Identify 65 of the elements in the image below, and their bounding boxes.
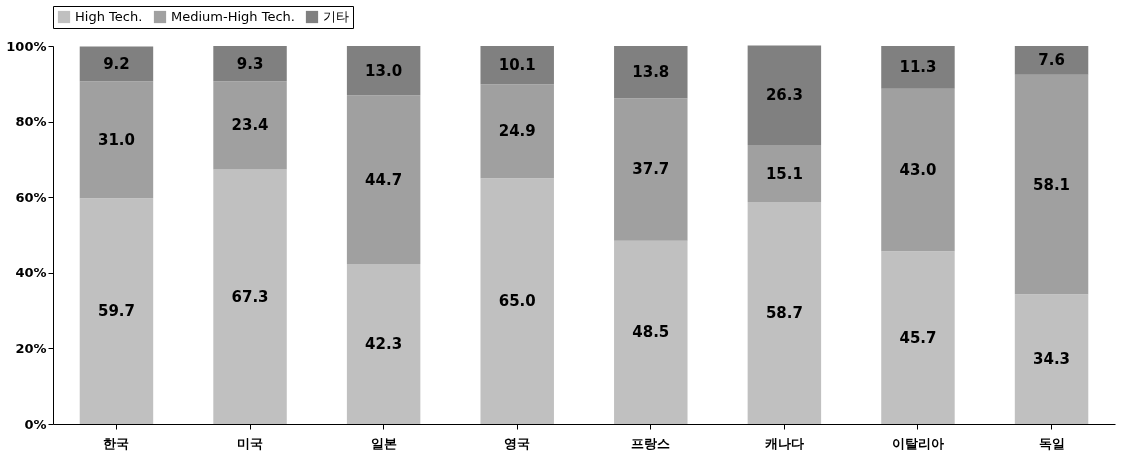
bar — [881, 46, 955, 89]
data-label: 45.7 — [899, 328, 937, 347]
data-label: 67.3 — [231, 287, 269, 306]
data-label: 58.7 — [765, 304, 803, 323]
legend-label: High Tech. — [75, 9, 143, 24]
data-label: 42.3 — [365, 335, 403, 354]
data-label: 34.3 — [1033, 350, 1071, 369]
data-label: 13.0 — [365, 61, 403, 80]
data-label: 59.7 — [97, 302, 135, 321]
bar — [213, 169, 287, 424]
bar — [213, 81, 287, 170]
legend-label: Medium-High Tech. — [171, 9, 295, 24]
data-label: 9.3 — [236, 54, 264, 73]
bar — [747, 202, 822, 424]
y-tick-label: 60% — [15, 189, 47, 205]
x-tick-label: 프랑스 — [631, 435, 671, 451]
bar — [79, 81, 154, 199]
bar — [79, 198, 154, 424]
bar — [480, 46, 554, 85]
y-tick-label: 80% — [15, 114, 47, 130]
data-label: 58.1 — [1033, 175, 1071, 194]
bar — [480, 178, 554, 424]
data-label: 43.0 — [899, 160, 937, 179]
data-label: 23.4 — [231, 116, 269, 135]
x-tick-label: 독일 — [1038, 435, 1065, 451]
bar — [614, 98, 688, 241]
bar — [614, 240, 688, 424]
data-label: 65.0 — [498, 292, 536, 311]
y-tick-label: 100% — [6, 38, 47, 54]
bar — [1014, 294, 1089, 424]
y-tick-label: 0% — [24, 416, 47, 432]
data-label: 15.1 — [765, 164, 803, 183]
x-tick-label: 이탈리아 — [891, 435, 944, 451]
data-label: 11.3 — [899, 58, 937, 77]
bar — [480, 84, 554, 179]
data-label: 7.6 — [1038, 51, 1065, 70]
bar — [747, 145, 822, 203]
bar — [346, 46, 421, 96]
bar — [747, 45, 822, 146]
bar — [614, 46, 688, 99]
bar — [1014, 74, 1089, 295]
data-label: 9.2 — [103, 54, 130, 73]
x-tick-label: 한국 — [103, 435, 130, 451]
data-label: 10.1 — [498, 56, 536, 75]
data-label: 48.5 — [632, 323, 670, 342]
x-tick-label: 캐나다 — [764, 435, 804, 451]
data-label: 26.3 — [765, 86, 803, 105]
data-label: 13.8 — [632, 63, 670, 82]
x-tick-label: 일본 — [370, 435, 397, 451]
x-tick-label: 미국 — [237, 435, 264, 451]
y-tick-label: 40% — [15, 265, 47, 281]
data-label: 44.7 — [365, 170, 403, 189]
bar — [346, 264, 421, 424]
bar — [881, 88, 955, 252]
x-tick-label: 영국 — [504, 435, 531, 451]
y-tick-label: 20% — [15, 340, 47, 356]
legend-label: 기타 — [323, 9, 349, 24]
data-label: 24.9 — [498, 122, 536, 141]
bar — [213, 46, 287, 82]
data-label: 37.7 — [632, 160, 670, 179]
bar — [1014, 46, 1089, 75]
bar — [79, 46, 154, 82]
bar — [881, 251, 955, 424]
data-label: 31.0 — [97, 130, 135, 149]
bar — [346, 95, 421, 265]
